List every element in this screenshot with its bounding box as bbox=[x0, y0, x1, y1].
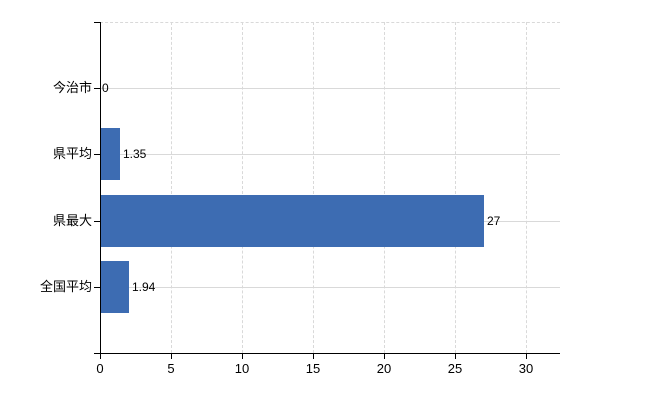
x-tick-mark bbox=[526, 354, 527, 359]
x-tick-label: 10 bbox=[234, 361, 250, 376]
x-tick-mark bbox=[384, 354, 385, 359]
x-tick-label: 5 bbox=[167, 361, 175, 376]
x-tick-label: 15 bbox=[305, 361, 321, 376]
x-axis-line bbox=[100, 353, 560, 354]
x-tick-mark bbox=[313, 354, 314, 359]
y-tick-mark bbox=[94, 22, 100, 23]
gridline-v bbox=[171, 22, 172, 353]
category-label: 県最大 bbox=[52, 213, 92, 228]
x-tick-mark bbox=[100, 354, 101, 359]
gridline-v bbox=[242, 22, 243, 353]
gridline-h bbox=[101, 154, 560, 155]
y-tick-mark bbox=[94, 221, 100, 222]
category-label: 全国平均 bbox=[39, 279, 92, 294]
y-tick-mark bbox=[94, 353, 100, 354]
bar bbox=[101, 261, 129, 313]
bar bbox=[101, 195, 484, 247]
x-tick-label: 30 bbox=[518, 361, 534, 376]
value-label: 1.35 bbox=[123, 147, 147, 161]
value-label: 1.94 bbox=[132, 280, 156, 294]
category-label: 今治市 bbox=[52, 80, 92, 95]
gridline-h bbox=[101, 287, 560, 288]
bar bbox=[101, 128, 120, 180]
x-tick-mark bbox=[171, 354, 172, 359]
x-tick-label: 20 bbox=[376, 361, 392, 376]
plot-top-border bbox=[100, 22, 560, 23]
value-label: 0 bbox=[102, 81, 109, 95]
gridline-v bbox=[455, 22, 456, 353]
x-tick-label: 25 bbox=[447, 361, 463, 376]
gridline-h bbox=[101, 88, 560, 89]
x-tick-mark bbox=[455, 354, 456, 359]
y-tick-mark bbox=[94, 154, 100, 155]
y-tick-mark bbox=[94, 287, 100, 288]
y-axis-line bbox=[100, 22, 101, 354]
category-label: 県平均 bbox=[52, 146, 92, 161]
gridline-v bbox=[526, 22, 527, 353]
value-label: 27 bbox=[487, 214, 501, 228]
x-tick-mark bbox=[242, 354, 243, 359]
x-tick-label: 0 bbox=[96, 361, 104, 376]
y-tick-mark bbox=[94, 88, 100, 89]
gridline-v bbox=[313, 22, 314, 353]
gridline-v bbox=[384, 22, 385, 353]
